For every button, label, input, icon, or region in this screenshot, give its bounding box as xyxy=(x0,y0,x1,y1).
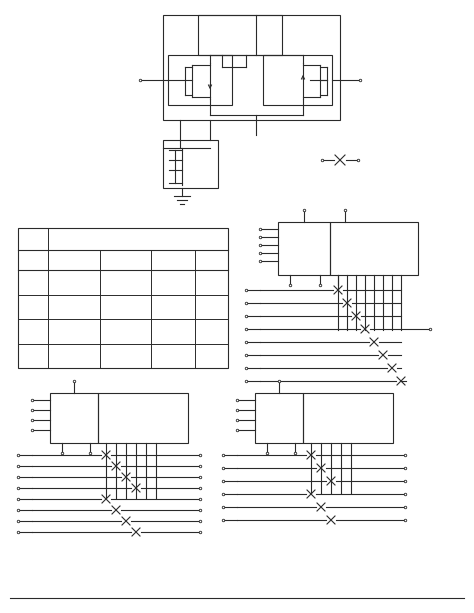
Bar xyxy=(163,140,218,188)
Bar xyxy=(98,393,188,443)
Bar xyxy=(278,222,330,275)
Bar xyxy=(168,55,232,105)
Bar xyxy=(263,55,332,105)
Bar xyxy=(163,15,340,120)
Bar xyxy=(18,228,228,368)
Bar xyxy=(198,15,282,55)
Bar xyxy=(255,393,303,443)
Bar xyxy=(303,393,393,443)
Bar xyxy=(330,222,418,275)
Bar xyxy=(50,393,98,443)
